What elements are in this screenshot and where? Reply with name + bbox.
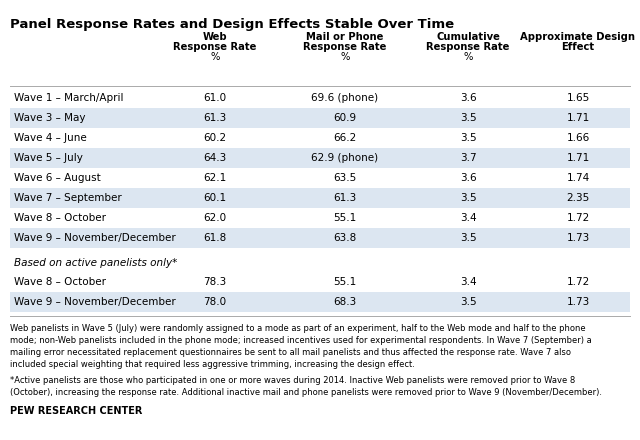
Text: 3.5: 3.5	[460, 193, 476, 203]
Text: 61.3: 61.3	[204, 113, 227, 123]
Text: 66.2: 66.2	[333, 133, 356, 143]
Bar	[10, 228, 630, 248]
Text: 2.35: 2.35	[566, 193, 589, 203]
Text: Wave 9 – November/December: Wave 9 – November/December	[14, 233, 176, 243]
Text: 68.3: 68.3	[333, 297, 356, 307]
Text: 3.7: 3.7	[460, 153, 476, 163]
Text: Wave 6 – August: Wave 6 – August	[14, 173, 100, 183]
Text: 3.5: 3.5	[460, 133, 476, 143]
Bar	[10, 148, 630, 168]
Text: 78.3: 78.3	[204, 277, 227, 287]
Text: 64.3: 64.3	[204, 153, 227, 163]
Text: 1.74: 1.74	[566, 173, 589, 183]
Text: %: %	[340, 52, 349, 62]
Text: 1.72: 1.72	[566, 277, 589, 287]
Text: Wave 1 – March/April: Wave 1 – March/April	[14, 93, 124, 103]
Text: Based on active panelists only*: Based on active panelists only*	[14, 258, 177, 268]
Text: 62.0: 62.0	[204, 213, 227, 223]
Text: 55.1: 55.1	[333, 277, 356, 287]
Bar	[10, 108, 630, 128]
Text: %: %	[463, 52, 473, 62]
Text: PEW RESEARCH CENTER: PEW RESEARCH CENTER	[10, 406, 142, 416]
Text: Wave 8 – October: Wave 8 – October	[14, 213, 106, 223]
Text: 60.1: 60.1	[204, 193, 227, 203]
Text: *Active panelists are those who participated in one or more waves during 2014. I: *Active panelists are those who particip…	[10, 376, 602, 397]
Text: 55.1: 55.1	[333, 213, 356, 223]
Text: 60.2: 60.2	[204, 133, 227, 143]
Text: 3.5: 3.5	[460, 233, 476, 243]
Text: Wave 3 – May: Wave 3 – May	[14, 113, 86, 123]
Text: 1.65: 1.65	[566, 93, 589, 103]
Text: Web panelists in Wave 5 (July) were randomly assigned to a mode as part of an ex: Web panelists in Wave 5 (July) were rand…	[10, 324, 592, 370]
Text: Wave 9 – November/December: Wave 9 – November/December	[14, 297, 176, 307]
Text: 61.3: 61.3	[333, 193, 356, 203]
Text: 63.5: 63.5	[333, 173, 356, 183]
Text: 62.9 (phone): 62.9 (phone)	[312, 153, 379, 163]
Text: 1.71: 1.71	[566, 153, 589, 163]
Text: 62.1: 62.1	[204, 173, 227, 183]
Text: 3.5: 3.5	[460, 113, 476, 123]
Bar	[10, 272, 630, 292]
Text: Effect: Effect	[561, 42, 595, 52]
Text: Wave 8 – October: Wave 8 – October	[14, 277, 106, 287]
Bar	[10, 292, 630, 312]
Bar	[10, 88, 630, 108]
Text: 61.0: 61.0	[204, 93, 227, 103]
Text: Approximate Design: Approximate Design	[520, 32, 636, 42]
Text: 3.6: 3.6	[460, 93, 476, 103]
Text: 78.0: 78.0	[204, 297, 227, 307]
Text: Response Rate: Response Rate	[303, 42, 387, 52]
Text: 69.6 (phone): 69.6 (phone)	[312, 93, 379, 103]
Text: Response Rate: Response Rate	[173, 42, 257, 52]
Bar	[10, 208, 630, 228]
Text: Mail or Phone: Mail or Phone	[307, 32, 384, 42]
Text: 3.6: 3.6	[460, 173, 476, 183]
Text: 3.4: 3.4	[460, 213, 476, 223]
Text: Wave 7 – September: Wave 7 – September	[14, 193, 122, 203]
Text: 3.5: 3.5	[460, 297, 476, 307]
Text: 63.8: 63.8	[333, 233, 356, 243]
Text: 1.71: 1.71	[566, 113, 589, 123]
Text: Web: Web	[203, 32, 227, 42]
Bar	[10, 128, 630, 148]
Text: 60.9: 60.9	[333, 113, 356, 123]
Text: 1.66: 1.66	[566, 133, 589, 143]
Text: Wave 4 – June: Wave 4 – June	[14, 133, 87, 143]
Text: Wave 5 – July: Wave 5 – July	[14, 153, 83, 163]
Text: 61.8: 61.8	[204, 233, 227, 243]
Text: %: %	[211, 52, 220, 62]
Text: Response Rate: Response Rate	[426, 42, 509, 52]
Text: 1.73: 1.73	[566, 297, 589, 307]
Text: 3.4: 3.4	[460, 277, 476, 287]
Text: 1.73: 1.73	[566, 233, 589, 243]
Text: Cumulative: Cumulative	[436, 32, 500, 42]
Text: Panel Response Rates and Design Effects Stable Over Time: Panel Response Rates and Design Effects …	[10, 18, 454, 31]
Text: 1.72: 1.72	[566, 213, 589, 223]
Bar	[10, 188, 630, 208]
Bar	[10, 168, 630, 188]
